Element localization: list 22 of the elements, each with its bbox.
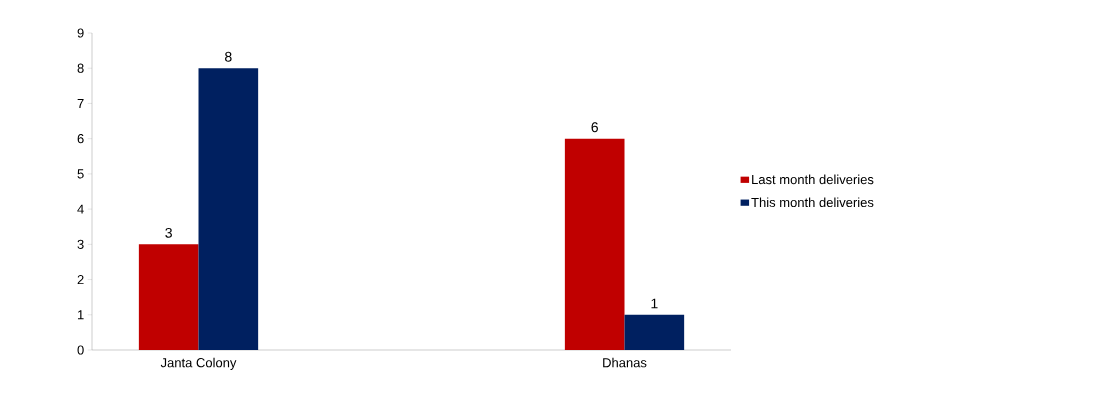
y-tick-label: 7 <box>77 98 84 108</box>
legend-label: Last month deliveries <box>752 174 874 185</box>
data-label: 3 <box>165 227 172 238</box>
bar <box>624 314 685 350</box>
y-tick-label: 3 <box>77 239 84 249</box>
bar <box>564 138 625 350</box>
data-label: 6 <box>591 122 598 133</box>
y-tick-label: 6 <box>77 134 84 144</box>
y-tick-label: 1 <box>77 310 84 320</box>
x-tick-label: Dhanas <box>603 357 647 368</box>
y-tick-label: 9 <box>77 28 84 38</box>
y-tick-label: 4 <box>77 204 84 214</box>
bar <box>138 244 199 350</box>
legend-label: This month deliveries <box>751 197 874 208</box>
data-label: 8 <box>225 51 232 62</box>
y-tick-label: 0 <box>77 345 84 355</box>
y-tick-label: 5 <box>77 169 84 179</box>
x-tick-label: Janta Colony <box>160 357 237 370</box>
y-tick-label: 8 <box>77 63 84 73</box>
y-tick-label: 2 <box>77 275 84 285</box>
data-label: 1 <box>651 298 658 309</box>
bar <box>198 68 259 350</box>
